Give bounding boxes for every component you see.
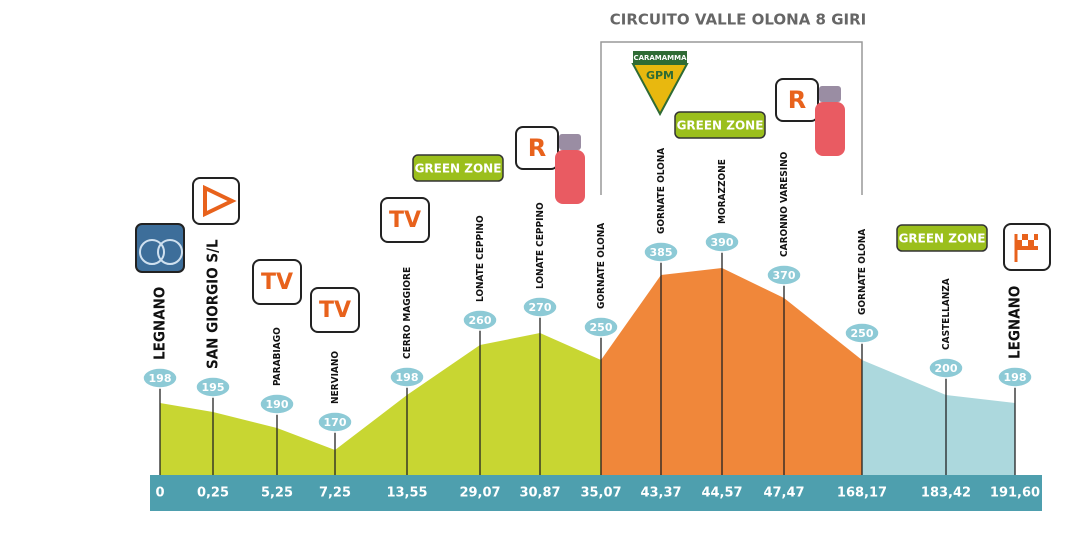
altitude-badge — [766, 264, 802, 286]
location-name: CARONNO VARESINO — [779, 151, 790, 257]
feed-badge — [515, 126, 559, 170]
location-name: LONATE CEPPINO — [475, 215, 486, 302]
altitude-badge — [462, 309, 498, 331]
altitude-label: 200 — [935, 362, 958, 375]
altitude-label: 170 — [324, 416, 347, 429]
altitude-badge — [643, 241, 679, 263]
location-name: PARABIAGO — [272, 327, 283, 386]
location-name: LEGNANO — [1006, 286, 1024, 359]
altitude-label: 390 — [711, 236, 734, 249]
km-label: 191,60 — [990, 486, 1040, 501]
tv-badge — [252, 259, 302, 305]
altitude-label: 190 — [266, 398, 289, 411]
tv-badge — [380, 197, 430, 243]
location-name: CERRO MAGGIORE — [402, 267, 413, 359]
profile-area — [601, 268, 862, 475]
km-label: 29,07 — [459, 486, 500, 501]
altitude-label: 385 — [650, 246, 673, 259]
start-icon — [135, 223, 185, 273]
gpm-sponsor: CARAMAMMA — [633, 54, 687, 62]
altitude-label: 250 — [590, 321, 613, 334]
altitude-label: 195 — [202, 381, 225, 394]
gpm-sponsor-bg — [633, 51, 687, 64]
altitude-badge — [317, 411, 353, 433]
feed-label: R — [528, 134, 546, 162]
circuit-bracket — [600, 41, 863, 195]
km-bar — [150, 475, 1042, 511]
location-name: GORNATE OLONA — [656, 148, 667, 234]
tv-badge — [310, 287, 360, 333]
altitude-badge — [195, 376, 231, 398]
altitude-badge — [704, 231, 740, 253]
green-zone-badge — [412, 154, 504, 182]
feed-badge — [775, 78, 819, 122]
circuit-title: CIRCUITO VALLE OLONA 8 GIRI — [610, 11, 867, 29]
km-label: 47,47 — [763, 486, 804, 501]
altitude-label: 198 — [149, 372, 172, 385]
green-zone-label: GREEN ZONE — [415, 162, 502, 176]
gpm-label: GPM — [646, 69, 674, 82]
profile-area — [160, 333, 601, 475]
altitude-label: 250 — [851, 327, 874, 340]
green-zone-badge — [896, 224, 988, 252]
green-zone-label: GREEN ZONE — [899, 232, 986, 246]
altitude-badge — [142, 367, 178, 389]
km-label: 0 — [155, 486, 164, 501]
km-label: 0,25 — [197, 486, 229, 501]
bottle-cap — [559, 134, 581, 150]
altitude-badge — [522, 296, 558, 318]
altitude-label: 198 — [1004, 371, 1027, 384]
km-label: 13,55 — [386, 486, 427, 501]
location-name: LONATE CEPPINO — [535, 202, 546, 289]
altitude-badge — [259, 393, 295, 415]
tv-label: TV — [261, 270, 293, 295]
km-label: 44,57 — [701, 486, 742, 501]
km-label: 30,87 — [519, 486, 560, 501]
km-label: 7,25 — [319, 486, 351, 501]
km-label: 5,25 — [261, 486, 293, 501]
tv-label: TV — [389, 208, 421, 233]
location-name: MORAZZONE — [717, 159, 728, 224]
location-name: CASTELLANZA — [941, 278, 952, 350]
altitude-badge — [997, 366, 1033, 388]
altitude-label: 198 — [396, 371, 419, 384]
altitude-label: 370 — [773, 269, 796, 282]
green-zone-badge — [674, 111, 766, 139]
altitude-badge — [389, 366, 425, 388]
profile-area — [862, 360, 1015, 475]
play-icon — [192, 177, 240, 225]
feed-label: R — [788, 86, 806, 114]
location-name: GORNATE OLONA — [596, 223, 607, 309]
km-label: 43,37 — [640, 486, 681, 501]
bottle — [555, 150, 585, 204]
location-name: LEGNANO — [151, 287, 169, 360]
km-label: 168,17 — [837, 486, 887, 501]
location-name: GORNATE OLONA — [857, 229, 868, 315]
bottle-cap — [819, 86, 841, 102]
altitude-badge — [928, 357, 964, 379]
altitude-label: 260 — [469, 314, 492, 327]
location-name: SAN GIORGIO S/L — [204, 239, 222, 369]
finish-icon — [1003, 223, 1051, 271]
altitude-badge — [844, 322, 880, 344]
altitude-label: 270 — [529, 301, 552, 314]
km-label: 35,07 — [580, 486, 621, 501]
location-name: NERVIANO — [330, 351, 341, 404]
altitude-badge — [583, 316, 619, 338]
km-label: 183,42 — [921, 486, 971, 501]
bottle — [815, 102, 845, 156]
green-zone-label: GREEN ZONE — [677, 119, 764, 133]
tv-label: TV — [319, 298, 351, 323]
